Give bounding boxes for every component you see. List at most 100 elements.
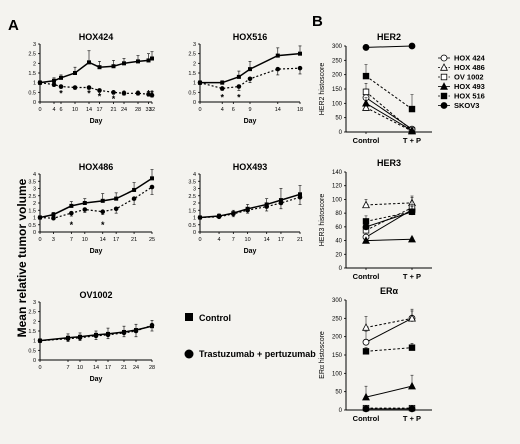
y-tick-label: 300 [332, 44, 343, 50]
marker-filled-triangle [408, 381, 416, 390]
x-tick-label: 4 [218, 237, 221, 243]
y-tick-label: 1 [33, 339, 36, 345]
series-line-hox-516 [365, 347, 413, 352]
significance-annotation: * [70, 220, 74, 230]
y-tick-label: 2 [33, 201, 36, 207]
x-tick-label: 10 [82, 237, 88, 243]
data-point-treatment [297, 194, 303, 200]
y-tick-label: 3 [33, 187, 36, 193]
marker-filled-triangle [362, 98, 370, 107]
significance-annotation: * [237, 92, 241, 102]
y-tick-label: 4 [193, 172, 196, 178]
series-line-hox-516 [365, 211, 413, 222]
data-point-treatment [197, 215, 203, 220]
x-axis-label: Day [90, 118, 103, 125]
marker-filled-circle [408, 208, 416, 216]
panel-b-her3: HER3 0 20 40 60 80 100 120 140 Control T + P HER3 h… [319, 158, 432, 281]
marker-filled-triangle [408, 126, 416, 134]
y-tick-label: 20 [335, 252, 342, 258]
y-tick-label: 3.5 [28, 179, 36, 185]
marker-filled-triangle [362, 392, 370, 401]
y-tick-label: 0.5 [188, 90, 196, 96]
marker-filled-circle [408, 42, 416, 50]
x-tick-label: 17 [113, 237, 119, 243]
data-point-treatment [37, 80, 43, 85]
x-tick-label: 14 [264, 237, 270, 243]
series-line-control [39, 177, 153, 219]
y-tick-label: 3 [33, 42, 36, 48]
chart-title: HOX486 [79, 162, 114, 172]
y-tick-label: 2.5 [28, 194, 36, 200]
marker-filled-square [362, 72, 370, 80]
data-point-control [52, 78, 56, 83]
x-tick-label: 0 [38, 107, 41, 113]
legend-label-hox-424: HOX 424 [454, 54, 486, 63]
y-tick-label: 2.5 [188, 194, 196, 200]
x-tick-label: T + P [403, 136, 421, 145]
significance-annotation: * [112, 94, 116, 104]
data-point-control [298, 51, 302, 56]
data-point-treatment [135, 91, 141, 96]
data-point-treatment [51, 215, 56, 221]
data-point-treatment [121, 330, 127, 336]
data-point-control [146, 58, 151, 63]
legend-label-ov-1002: OV 1002 [454, 73, 484, 82]
chart-title: HOX493 [233, 162, 268, 172]
series-line-hox-424 [365, 317, 413, 343]
y-tick-label: 2 [193, 61, 196, 67]
data-point-control [51, 212, 56, 217]
data-point-treatment [149, 92, 155, 98]
data-point-control [278, 198, 283, 203]
series-line-control [200, 52, 301, 84]
data-point-control [100, 198, 105, 203]
y-tick-label: 50 [335, 390, 342, 396]
y-tick-label: 140 [332, 170, 343, 176]
x-tick-label: 4 [52, 107, 55, 113]
series-line-hox-486 [365, 107, 413, 132]
y-tick-label: 150 [332, 87, 343, 93]
x-tick-label: 18 [297, 107, 303, 113]
x-tick-label: Control [353, 272, 380, 281]
y-tick-label: 1 [33, 216, 36, 222]
marker-filled-circle [362, 223, 370, 231]
marker-filled-circle [440, 102, 448, 109]
significance-annotation: * [150, 88, 154, 98]
data-point-treatment [236, 84, 242, 89]
y-tick-label: 0 [33, 100, 36, 106]
y-tick-label: 1.5 [28, 71, 36, 77]
x-tick-label: 10 [245, 237, 251, 243]
series-line-hox-486 [365, 202, 413, 206]
data-point-treatment [100, 209, 106, 214]
data-point-treatment [149, 322, 155, 328]
data-point-control [97, 65, 102, 70]
panel-a-ov1002: OV1002 0 0.5 1 1.5 2 2.5 3 0 7 10 14 17 21 24 28 Day [28, 290, 155, 383]
x-tick-label: Control [353, 136, 380, 145]
data-point-treatment [82, 207, 88, 212]
data-point-treatment [93, 333, 99, 339]
legend-label-treatment: Trastuzumab + pertuzumab [199, 349, 316, 359]
chart-title: OV1002 [79, 290, 112, 300]
x-tick-label: T + P [403, 272, 421, 281]
data-point-treatment [278, 200, 284, 206]
x-tick-label: 21 [110, 107, 116, 113]
data-point-treatment [247, 76, 253, 82]
data-point-treatment [149, 184, 155, 190]
series-line-trastuzumab-pertuzumab [39, 186, 153, 219]
x-tick-label: 14 [275, 107, 281, 113]
y-tick-label: 200 [332, 335, 343, 341]
data-point-control [114, 196, 119, 201]
x-tick-label: 14 [86, 107, 92, 113]
data-point-treatment [58, 84, 64, 89]
chart-title: HOX424 [79, 32, 114, 42]
data-point-treatment [113, 206, 119, 212]
x-axis-label: Day [90, 248, 103, 255]
significance-annotation: * [136, 88, 140, 98]
y-tick-label: 2 [33, 319, 36, 325]
x-tick-label: 21 [297, 237, 303, 243]
chart-title: HOX516 [233, 32, 268, 42]
data-point-control [298, 192, 302, 197]
y-tick-label: 0 [193, 100, 196, 106]
